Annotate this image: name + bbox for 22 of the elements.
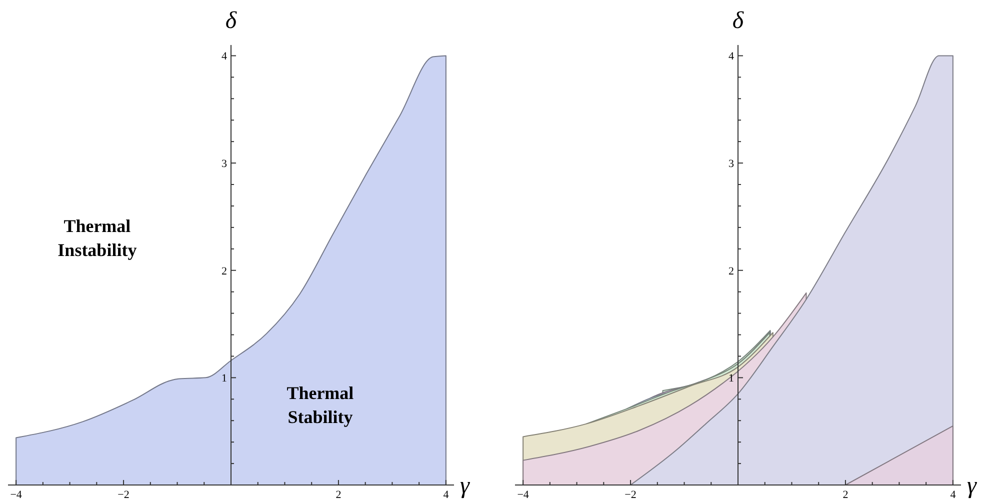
y-tick-label: 2: [222, 265, 227, 278]
x-tick-label: 2: [842, 489, 848, 501]
y-tick-label: 1: [728, 372, 734, 385]
x-axis-title: γ: [967, 473, 977, 499]
y-tick-label: 4: [222, 50, 228, 63]
x-tick-label: 2: [336, 489, 342, 501]
annotation: Thermal Stability: [286, 383, 354, 428]
x-tick-label: 4: [443, 489, 450, 501]
y-tick-label: 3: [728, 158, 734, 170]
y-tick-label: 1: [222, 372, 227, 385]
y-tick-label: 2: [728, 265, 734, 278]
y-tick-label: 3: [222, 158, 228, 170]
x-tick-label: −2: [118, 489, 130, 501]
x-tick-label: 4: [950, 489, 956, 501]
x-tick-label: −4: [517, 489, 530, 501]
y-axis-title: δ: [225, 8, 238, 34]
y-axis-title: δ: [732, 8, 744, 34]
x-tick-label: −4: [10, 489, 22, 501]
x-axis-title: γ: [460, 473, 470, 499]
y-tick-label: 4: [728, 50, 734, 63]
annotation: Thermal Instability: [58, 216, 137, 260]
x-tick-label: −2: [624, 489, 636, 501]
